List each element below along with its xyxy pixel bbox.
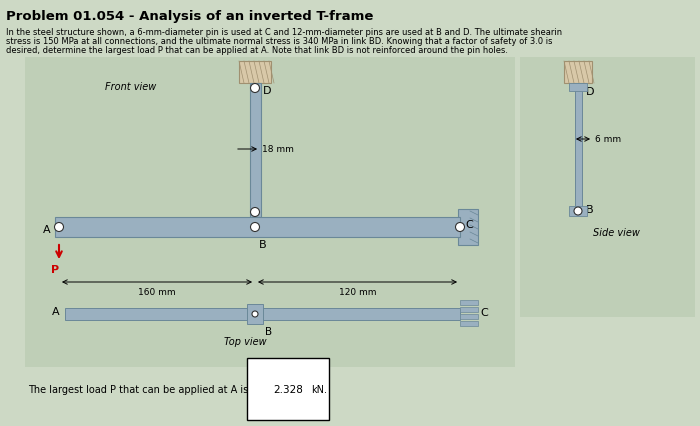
Text: D: D: [263, 86, 272, 96]
Text: D: D: [586, 87, 594, 97]
Text: B: B: [265, 326, 272, 336]
Circle shape: [456, 223, 465, 232]
Text: C: C: [465, 219, 472, 230]
Text: desired, determine the largest load P that can be applied at A. Note that link B: desired, determine the largest load P th…: [6, 46, 508, 55]
Bar: [460, 314, 478, 319]
Text: 160 mm: 160 mm: [138, 287, 176, 296]
Text: A: A: [52, 306, 60, 316]
Text: The largest load P that can be applied at A is: The largest load P that can be applied a…: [28, 384, 248, 394]
Circle shape: [55, 223, 64, 232]
Text: 6 mm: 6 mm: [595, 135, 621, 144]
Text: Side view: Side view: [593, 227, 640, 237]
Bar: [569, 207, 587, 216]
Circle shape: [252, 311, 258, 317]
Bar: [250, 84, 261, 218]
Bar: [575, 84, 582, 215]
Bar: [25, 58, 515, 367]
Bar: [65, 308, 460, 320]
Bar: [458, 210, 478, 245]
Text: kN.: kN.: [311, 384, 327, 394]
Circle shape: [574, 207, 582, 216]
Text: P: P: [51, 265, 59, 274]
Text: Top view: Top view: [224, 336, 266, 346]
Text: 18 mm: 18 mm: [262, 145, 294, 154]
Text: 2.328: 2.328: [273, 384, 303, 394]
Text: A: A: [43, 225, 51, 234]
Text: stress is 150 MPa at all connections, and the ultimate normal stress is 340 MPa : stress is 150 MPa at all connections, an…: [6, 37, 552, 46]
Text: In the steel structure shown, a 6-mm-diameter pin is used at C and 12-mm-diamete: In the steel structure shown, a 6-mm-dia…: [6, 28, 562, 37]
Circle shape: [251, 84, 260, 93]
Bar: [460, 300, 478, 305]
Text: B: B: [586, 204, 594, 215]
Bar: [569, 84, 587, 92]
Circle shape: [251, 208, 260, 217]
Bar: [460, 321, 478, 326]
Bar: [55, 218, 460, 237]
Text: C: C: [480, 307, 488, 317]
Text: Problem 01.054 - Analysis of an inverted T-frame: Problem 01.054 - Analysis of an inverted…: [6, 10, 373, 23]
Bar: [460, 307, 478, 312]
Bar: [520, 58, 695, 317]
Bar: [564, 62, 592, 84]
Bar: [239, 62, 271, 84]
Text: B: B: [259, 239, 267, 249]
Circle shape: [251, 223, 260, 232]
Text: 120 mm: 120 mm: [339, 287, 377, 296]
Bar: [247, 304, 263, 324]
Text: Front view: Front view: [105, 82, 156, 92]
